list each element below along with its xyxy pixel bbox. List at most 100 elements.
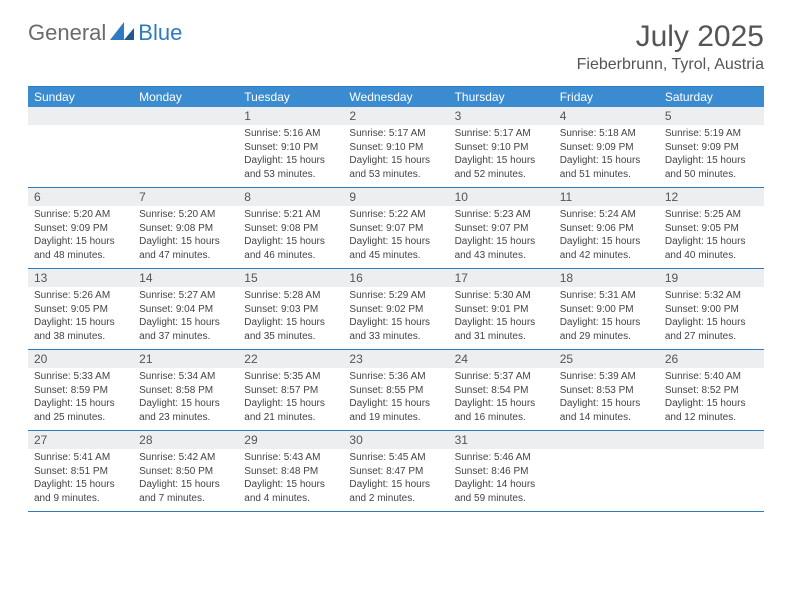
sunrise-line: Sunrise: 5:17 AM (455, 127, 548, 141)
daylight-line: Daylight: 15 hours and 7 minutes. (139, 478, 232, 505)
day-cell-content: Sunrise: 5:31 AMSunset: 9:00 PMDaylight:… (554, 287, 659, 349)
daylight-line: Daylight: 15 hours and 48 minutes. (34, 235, 127, 262)
day-cell-content: Sunrise: 5:35 AMSunset: 8:57 PMDaylight:… (238, 368, 343, 430)
sunset-line: Sunset: 9:08 PM (244, 222, 337, 236)
day-cell-content: Sunrise: 5:24 AMSunset: 9:06 PMDaylight:… (554, 206, 659, 268)
sunset-line: Sunset: 9:04 PM (139, 303, 232, 317)
day-cell-content: Sunrise: 5:21 AMSunset: 9:08 PMDaylight:… (238, 206, 343, 268)
daylight-line: Daylight: 15 hours and 47 minutes. (139, 235, 232, 262)
daylight-line: Daylight: 15 hours and 12 minutes. (665, 397, 758, 424)
week-row: 6789101112Sunrise: 5:20 AMSunset: 9:09 P… (28, 188, 764, 269)
sunset-line: Sunset: 8:53 PM (560, 384, 653, 398)
sunrise-line: Sunrise: 5:37 AM (455, 370, 548, 384)
week-row: 13141516171819Sunrise: 5:26 AMSunset: 9:… (28, 269, 764, 350)
content-row: Sunrise: 5:33 AMSunset: 8:59 PMDaylight:… (28, 368, 764, 430)
daylight-line: Daylight: 15 hours and 53 minutes. (349, 154, 442, 181)
sunset-line: Sunset: 9:10 PM (349, 141, 442, 155)
daylight-line: Daylight: 15 hours and 16 minutes. (455, 397, 548, 424)
daylight-line: Daylight: 15 hours and 46 minutes. (244, 235, 337, 262)
day-number: 31 (449, 431, 554, 449)
day-number: 9 (343, 188, 448, 206)
daylight-line: Daylight: 15 hours and 31 minutes. (455, 316, 548, 343)
sunset-line: Sunset: 9:06 PM (560, 222, 653, 236)
sunset-line: Sunset: 8:46 PM (455, 465, 548, 479)
title-block: July 2025 Fieberbrunn, Tyrol, Austria (577, 20, 764, 74)
day-cell-content: Sunrise: 5:27 AMSunset: 9:04 PMDaylight:… (133, 287, 238, 349)
logo-triangle-icon (110, 22, 136, 45)
sunrise-line: Sunrise: 5:29 AM (349, 289, 442, 303)
day-number (659, 431, 764, 449)
day-number: 8 (238, 188, 343, 206)
daylight-line: Daylight: 15 hours and 23 minutes. (139, 397, 232, 424)
daylight-line: Daylight: 15 hours and 53 minutes. (244, 154, 337, 181)
day-cell-content: Sunrise: 5:41 AMSunset: 8:51 PMDaylight:… (28, 449, 133, 511)
day-cell-content (28, 125, 133, 187)
header: General Blue July 2025 Fieberbrunn, Tyro… (0, 0, 792, 78)
day-number: 11 (554, 188, 659, 206)
sunset-line: Sunset: 8:57 PM (244, 384, 337, 398)
day-header: Wednesday (343, 87, 448, 107)
day-number: 22 (238, 350, 343, 368)
daylight-line: Daylight: 15 hours and 21 minutes. (244, 397, 337, 424)
sunrise-line: Sunrise: 5:24 AM (560, 208, 653, 222)
daynum-row: 6789101112 (28, 188, 764, 206)
sunset-line: Sunset: 9:05 PM (34, 303, 127, 317)
day-cell-content: Sunrise: 5:29 AMSunset: 9:02 PMDaylight:… (343, 287, 448, 349)
day-number: 23 (343, 350, 448, 368)
sunset-line: Sunset: 8:51 PM (34, 465, 127, 479)
sunset-line: Sunset: 9:02 PM (349, 303, 442, 317)
daynum-row: 13141516171819 (28, 269, 764, 287)
day-cell-content: Sunrise: 5:20 AMSunset: 9:08 PMDaylight:… (133, 206, 238, 268)
sunrise-line: Sunrise: 5:46 AM (455, 451, 548, 465)
sunset-line: Sunset: 8:55 PM (349, 384, 442, 398)
day-number: 13 (28, 269, 133, 287)
sunset-line: Sunset: 9:03 PM (244, 303, 337, 317)
daylight-line: Daylight: 15 hours and 35 minutes. (244, 316, 337, 343)
content-row: Sunrise: 5:20 AMSunset: 9:09 PMDaylight:… (28, 206, 764, 268)
sunrise-line: Sunrise: 5:32 AM (665, 289, 758, 303)
sunset-line: Sunset: 8:52 PM (665, 384, 758, 398)
day-number: 3 (449, 107, 554, 125)
day-cell-content: Sunrise: 5:43 AMSunset: 8:48 PMDaylight:… (238, 449, 343, 511)
sunrise-line: Sunrise: 5:43 AM (244, 451, 337, 465)
day-number: 21 (133, 350, 238, 368)
day-number (28, 107, 133, 125)
week-row: 2728293031 Sunrise: 5:41 AMSunset: 8:51 … (28, 431, 764, 512)
sunrise-line: Sunrise: 5:18 AM (560, 127, 653, 141)
day-header: Saturday (659, 87, 764, 107)
day-number: 20 (28, 350, 133, 368)
sunset-line: Sunset: 9:00 PM (665, 303, 758, 317)
day-number: 14 (133, 269, 238, 287)
sunset-line: Sunset: 8:54 PM (455, 384, 548, 398)
day-cell-content: Sunrise: 5:33 AMSunset: 8:59 PMDaylight:… (28, 368, 133, 430)
day-number: 26 (659, 350, 764, 368)
day-cell-content: Sunrise: 5:17 AMSunset: 9:10 PMDaylight:… (343, 125, 448, 187)
sunrise-line: Sunrise: 5:16 AM (244, 127, 337, 141)
day-cell-content: Sunrise: 5:26 AMSunset: 9:05 PMDaylight:… (28, 287, 133, 349)
sunrise-line: Sunrise: 5:33 AM (34, 370, 127, 384)
day-number: 24 (449, 350, 554, 368)
sunrise-line: Sunrise: 5:19 AM (665, 127, 758, 141)
sunset-line: Sunset: 9:10 PM (244, 141, 337, 155)
logo-text-general: General (28, 20, 106, 46)
sunrise-line: Sunrise: 5:31 AM (560, 289, 653, 303)
sunset-line: Sunset: 8:48 PM (244, 465, 337, 479)
day-number: 18 (554, 269, 659, 287)
day-cell-content: Sunrise: 5:39 AMSunset: 8:53 PMDaylight:… (554, 368, 659, 430)
day-cell-content: Sunrise: 5:37 AMSunset: 8:54 PMDaylight:… (449, 368, 554, 430)
day-number: 5 (659, 107, 764, 125)
day-number: 7 (133, 188, 238, 206)
daylight-line: Daylight: 15 hours and 45 minutes. (349, 235, 442, 262)
day-number: 17 (449, 269, 554, 287)
sunrise-line: Sunrise: 5:26 AM (34, 289, 127, 303)
daylight-line: Daylight: 15 hours and 29 minutes. (560, 316, 653, 343)
day-cell-content: Sunrise: 5:30 AMSunset: 9:01 PMDaylight:… (449, 287, 554, 349)
daylight-line: Daylight: 15 hours and 14 minutes. (560, 397, 653, 424)
sunrise-line: Sunrise: 5:22 AM (349, 208, 442, 222)
day-number: 6 (28, 188, 133, 206)
sunset-line: Sunset: 8:50 PM (139, 465, 232, 479)
content-row: Sunrise: 5:41 AMSunset: 8:51 PMDaylight:… (28, 449, 764, 511)
sunrise-line: Sunrise: 5:25 AM (665, 208, 758, 222)
daylight-line: Daylight: 15 hours and 2 minutes. (349, 478, 442, 505)
sunrise-line: Sunrise: 5:30 AM (455, 289, 548, 303)
